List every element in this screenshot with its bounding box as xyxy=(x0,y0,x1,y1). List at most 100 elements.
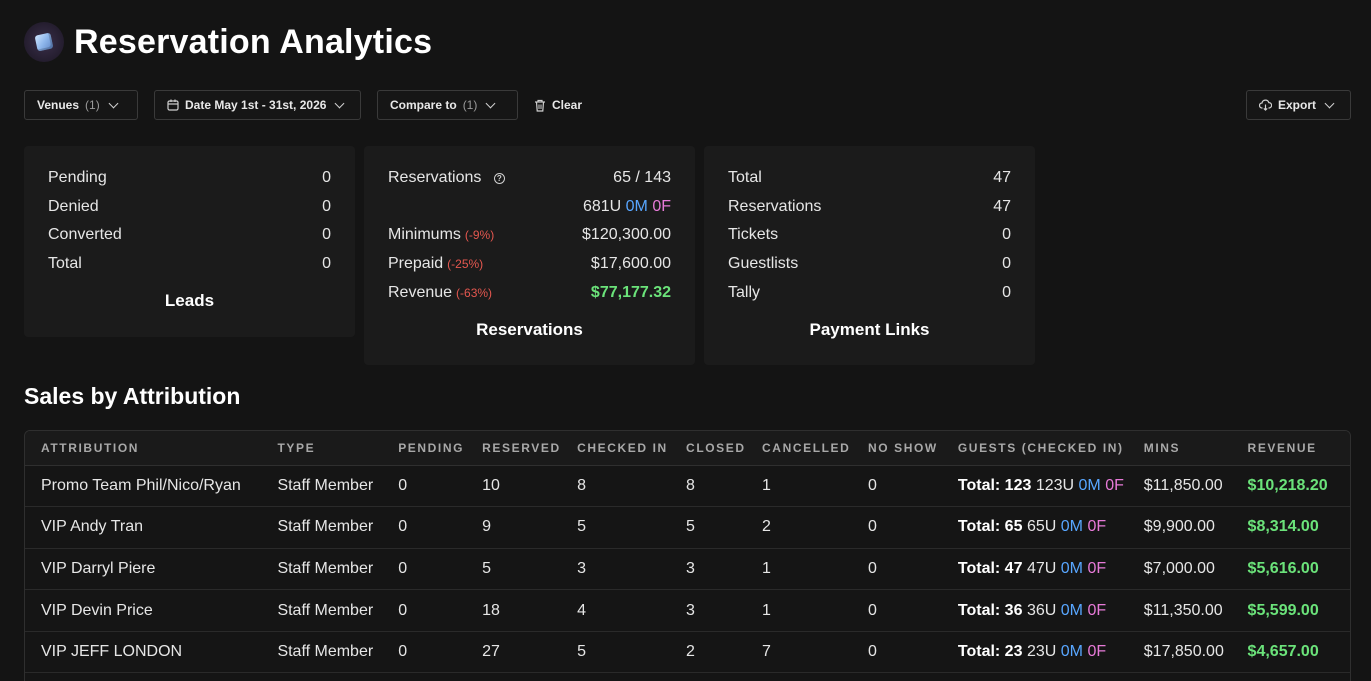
guests-unspecified: 681U xyxy=(582,198,622,215)
reservations-card: Reservations ? 65 / 143 681U 0M 0F Minim… xyxy=(364,146,695,365)
guests-total: Total: 23 xyxy=(957,643,1023,661)
revenue-value: $77,177.32 xyxy=(590,284,671,301)
export-dropdown[interactable]: Export xyxy=(1246,90,1351,120)
payment-links-row-value: 0 xyxy=(1002,226,1011,243)
clear-label: Clear xyxy=(552,98,583,112)
column-header[interactable]: ATTRIBUTION xyxy=(25,431,262,466)
chevron-down-icon xyxy=(1324,98,1335,108)
leads-row-value: 0 xyxy=(322,226,331,243)
payment-links-row-label: Tickets xyxy=(728,226,779,243)
column-header[interactable]: CHECKED IN xyxy=(561,431,671,466)
prepaid-row: Prepaid (-25%) $17,600.00 xyxy=(388,253,671,275)
compare-label: Compare to xyxy=(390,98,457,112)
closed-cell: 8 xyxy=(670,465,747,508)
section-title: Sales by Attribution xyxy=(24,383,241,409)
table-row[interactable]: VIP Darryl Piere Staff Member 0 5 3 3 1 … xyxy=(25,548,1350,591)
attribution-cell: VIP Darryl Piere xyxy=(25,548,262,591)
payment-links-card: Total 47 Reservations 47 Tickets 0 Guest… xyxy=(704,146,1035,365)
checked-in-cell: 8 xyxy=(561,465,671,508)
column-header[interactable]: RESERVED xyxy=(466,431,562,466)
guests-male: 0M xyxy=(1060,559,1083,577)
mins-cell: $7,000.00 xyxy=(1127,548,1232,591)
guests-unspecified: 123U xyxy=(1035,476,1075,494)
mins-cell: $17,850.00 xyxy=(1127,631,1232,674)
attribution-cell: VIP Andy Tran xyxy=(25,506,262,549)
cancelled-cell: 1 xyxy=(746,465,852,508)
clear-button[interactable]: Clear xyxy=(534,90,582,120)
guests-female: 0F xyxy=(1087,518,1107,536)
column-header[interactable]: TYPE xyxy=(261,431,383,466)
chevron-down-icon xyxy=(108,98,119,108)
checked-in-cell: 5 xyxy=(561,631,671,674)
table-row[interactable]: VIP Devin Price Staff Member 0 18 4 3 1 … xyxy=(25,589,1350,632)
leads-row: Total 0 xyxy=(48,253,331,275)
reservations-card-title: Reservations xyxy=(476,320,583,339)
column-header[interactable]: REVENUE xyxy=(1231,431,1350,466)
reserved-cell: 5 xyxy=(466,548,562,591)
leads-row-value: 0 xyxy=(322,198,331,215)
attribution-cell: VIP JEFF LONDON xyxy=(25,631,262,674)
pending-cell: 0 xyxy=(382,465,467,508)
pending-cell: 0 xyxy=(382,589,467,632)
guests-male: 0M xyxy=(1060,601,1083,619)
venues-dropdown[interactable]: Venues (1) xyxy=(24,90,138,120)
revenue-change: (-63%) xyxy=(456,286,493,300)
leads-row-label: Total xyxy=(48,255,82,272)
guests-male: 0M xyxy=(625,198,648,215)
guests-female: 0F xyxy=(1087,559,1107,577)
checked-in-cell: 5 xyxy=(561,506,671,549)
payment-links-row-value: 47 xyxy=(993,169,1011,186)
table-header-row: ATTRIBUTION TYPE PENDING RESERVED CHECKE… xyxy=(25,431,1350,466)
reservations-value: 65 / 143 xyxy=(613,169,671,186)
type-cell: Staff Member xyxy=(261,548,383,591)
guests-male: 0M xyxy=(1060,518,1083,536)
revenue-row: Revenue (-63%) $77,177.32 xyxy=(388,282,671,304)
date-range-dropdown[interactable]: Date May 1st - 31st, 2026 xyxy=(154,90,361,120)
compare-count: (1) xyxy=(462,98,478,112)
compare-dropdown[interactable]: Compare to (1) xyxy=(377,90,518,120)
column-header[interactable]: MINS xyxy=(1127,431,1232,466)
payment-links-row: Tickets 0 xyxy=(728,224,1011,246)
payment-links-row: Guestlists 0 xyxy=(728,253,1011,275)
column-header[interactable]: CANCELLED xyxy=(746,431,852,466)
venues-label: Venues xyxy=(37,98,80,112)
mins-cell: $11,850.00 xyxy=(1127,465,1232,508)
guests-total: Total: 65 xyxy=(957,518,1023,536)
reservations-label: Reservations xyxy=(388,169,482,186)
help-icon[interactable]: ? xyxy=(493,173,505,184)
revenue-cell: $4,657.00 xyxy=(1231,631,1350,674)
guests-total: Total: 123 xyxy=(957,476,1032,494)
guests-unspecified: 65U xyxy=(1026,518,1057,536)
payment-links-row-label: Reservations xyxy=(728,198,822,215)
leads-row: Converted 0 xyxy=(48,224,331,246)
guests-unspecified: 47U xyxy=(1026,559,1057,577)
payment-links-row-value: 47 xyxy=(993,198,1011,215)
pending-cell: 0 xyxy=(382,631,467,674)
table-row[interactable]: VIP Andy Tran Staff Member 0 9 5 5 2 0 T… xyxy=(25,506,1350,549)
minimums-value: $120,300.00 xyxy=(582,226,671,243)
column-header[interactable]: NO SHOW xyxy=(851,431,942,466)
reserved-cell: 18 xyxy=(466,589,562,632)
column-header[interactable]: CLOSED xyxy=(670,431,747,466)
leads-row-label: Pending xyxy=(48,169,107,186)
leads-row-value: 0 xyxy=(322,169,331,186)
column-header[interactable]: PENDING xyxy=(382,431,467,466)
no-show-cell: 0 xyxy=(851,465,942,508)
checked-in-cell: 3 xyxy=(561,548,671,591)
leads-row-label: Converted xyxy=(48,226,122,243)
guests-unspecified: 23U xyxy=(1026,643,1057,661)
export-label: Export xyxy=(1278,98,1317,112)
table-row[interactable]: Promo Team Phil/Nico/Ryan Staff Member 0… xyxy=(25,465,1350,508)
reserved-cell: 10 xyxy=(466,465,562,508)
type-cell: Staff Member xyxy=(261,589,383,632)
payment-links-row: Total 47 xyxy=(728,167,1011,189)
cancelled-cell: 1 xyxy=(746,548,852,591)
table-row[interactable]: VIP JEFF LONDON Staff Member 0 27 5 2 7 … xyxy=(25,631,1350,674)
guests-cell: Total: 36 36U 0M 0F xyxy=(941,589,1128,632)
filter-toolbar: Venues (1) Date May 1st - 31st, 2026 Com… xyxy=(24,90,1351,120)
type-cell: Staff Member xyxy=(261,465,383,508)
leads-row: Pending 0 xyxy=(48,167,331,189)
guests-female: 0F xyxy=(1087,643,1107,661)
column-header[interactable]: GUESTS (CHECKED IN) xyxy=(941,431,1128,466)
logo xyxy=(24,22,64,62)
